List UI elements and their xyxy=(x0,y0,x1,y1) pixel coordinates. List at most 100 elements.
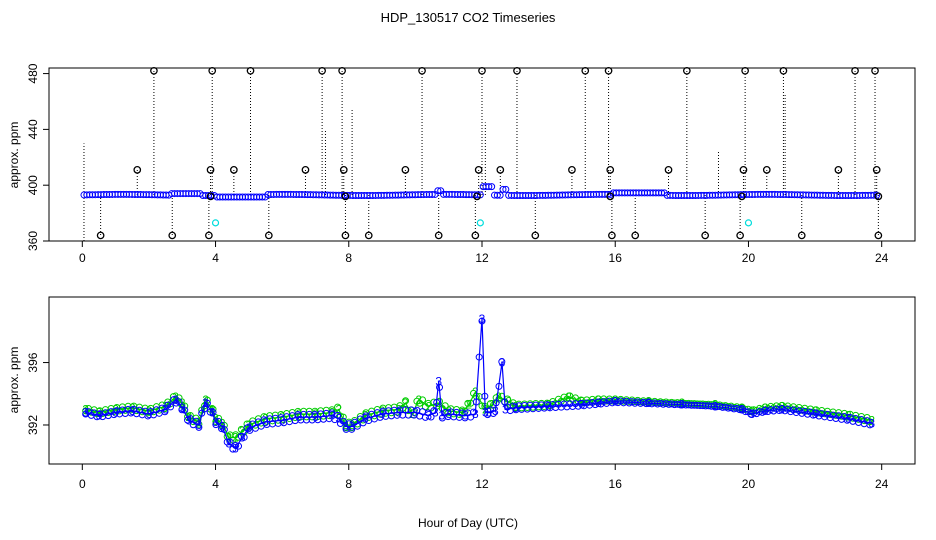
bottom-series-2-label: 2 xyxy=(565,390,572,404)
bottom-series-3-label: 3 xyxy=(595,396,602,410)
bottom-series-3-label: 3 xyxy=(196,418,203,432)
bottom-series-3-point xyxy=(433,399,441,407)
top-xtick-label: 20 xyxy=(742,251,756,265)
top-flagged-point xyxy=(206,192,215,201)
bottom-series-3-point xyxy=(478,317,486,325)
top-flagged-point xyxy=(797,231,806,240)
chart-title: HDP_130517 CO2 Timeseries xyxy=(381,10,556,25)
bottom-series-2-label: 2 xyxy=(868,413,875,427)
top-flagged-point xyxy=(205,231,213,240)
top-flagged-point xyxy=(96,231,105,240)
bottom-series-3-label: 3 xyxy=(812,407,819,421)
bottom-series-3-point xyxy=(226,438,234,446)
bottom-series-3-label: 3 xyxy=(679,398,686,412)
bottom-series-3-point xyxy=(472,398,480,406)
bottom-series-2-label: 2 xyxy=(489,398,496,412)
bottom-series-3-point xyxy=(167,403,175,411)
top-baseline-point xyxy=(502,185,510,193)
top-baseline-point xyxy=(258,193,266,201)
top-flagged-point xyxy=(418,66,426,75)
bottom-xtick-label: 20 xyxy=(742,477,756,491)
bottom-series-2-label: 2 xyxy=(495,390,502,404)
bottom-series-2-label: 2 xyxy=(295,407,302,421)
bottom-xtick-label: 16 xyxy=(609,477,623,491)
top-flagged-point xyxy=(604,66,613,75)
bottom-series-2-label: 2 xyxy=(465,398,472,412)
bottom-series-3-point xyxy=(339,417,347,425)
bottom-series-3-label: 3 xyxy=(645,396,652,410)
bottom-series-3-label: 3 xyxy=(762,404,769,418)
bottom-series-3-label: 3 xyxy=(112,405,119,419)
bottom-series-3-label: 3 xyxy=(512,401,519,415)
bottom-series-3-label: 3 xyxy=(395,405,402,419)
top-flagged-point xyxy=(606,165,615,174)
bottom-series-3-label: 3 xyxy=(219,420,226,434)
bottom-series-2-label: 2 xyxy=(226,430,233,444)
top-baseline-point xyxy=(873,191,881,199)
bottom-series-3-label: 3 xyxy=(232,441,239,455)
bottom-series-3-label: 3 xyxy=(492,404,499,418)
bottom-series-3-label: 3 xyxy=(425,409,432,423)
top-cyan-point xyxy=(744,219,753,227)
bottom-series-3-point xyxy=(192,417,200,425)
top-flagged-point xyxy=(230,165,238,174)
top-baseline-point xyxy=(496,191,504,199)
bottom-series-3-point xyxy=(203,399,211,407)
top-flagged-point xyxy=(739,165,748,174)
bottom-series-3-point xyxy=(741,408,749,416)
bottom-series-3-point xyxy=(186,415,194,423)
bottom-series-2-label: 2 xyxy=(712,398,719,412)
bottom-series-3-label: 3 xyxy=(579,398,586,412)
bottom-series-2-label: 2 xyxy=(395,402,402,416)
top-cyan-point xyxy=(476,219,484,227)
bottom-series-3-point xyxy=(481,392,489,400)
top-flagged-point xyxy=(736,231,744,240)
top-flagged-point xyxy=(631,231,640,240)
bottom-series-2-label: 2 xyxy=(312,407,319,421)
bottom-series-3-point xyxy=(359,419,367,427)
top-flagged-point xyxy=(513,66,521,75)
bottom-series-3-point xyxy=(353,422,361,430)
top-baseline-point xyxy=(870,191,878,199)
top-flagged-point xyxy=(133,165,142,174)
bottom-series-3-label: 3 xyxy=(479,312,486,326)
top-flagged-point xyxy=(874,231,883,240)
bottom-series-2-label: 2 xyxy=(445,404,452,418)
bottom-series-3-label: 3 xyxy=(186,413,193,427)
bottom-series-2-label: 2 xyxy=(219,416,226,430)
bottom-series-3-point xyxy=(181,406,189,414)
bottom-xtick-label: 8 xyxy=(345,477,352,491)
bottom-series-3-label: 3 xyxy=(445,407,452,421)
bottom-series-3-label: 3 xyxy=(279,413,286,427)
bottom-series-2-label: 2 xyxy=(202,393,209,407)
top-flagged-point xyxy=(473,192,481,201)
bottom-series-3-label: 3 xyxy=(209,405,216,419)
bottom-series-3-point xyxy=(436,383,444,391)
top-flagged-point xyxy=(737,192,746,201)
bottom-series-3-label: 3 xyxy=(868,416,875,430)
bottom-series-3-point xyxy=(866,421,874,429)
top-flagged-point xyxy=(401,165,410,174)
bottom-ytick-label: 392 xyxy=(26,415,40,435)
bottom-series-3-point xyxy=(201,405,209,413)
bottom-series-3-label: 3 xyxy=(335,412,342,426)
bottom-ytick-label: 396 xyxy=(26,352,40,372)
bottom-series-2-label: 2 xyxy=(329,405,336,419)
bottom-series-2-label: 2 xyxy=(212,412,219,426)
bottom-series-3-point xyxy=(495,382,503,390)
bottom-series-3-label: 3 xyxy=(349,420,356,434)
bottom-series-3-point xyxy=(218,425,226,433)
bottom-series-3-point xyxy=(206,408,214,416)
bottom-series-2-label: 2 xyxy=(409,407,416,421)
top-panel: 0 4 8 12 16 20 24 360 400 440 480 xyxy=(26,63,889,265)
top-baseline-point xyxy=(485,183,493,191)
top-flagged-point xyxy=(246,66,255,75)
bottom-xtick-label: 12 xyxy=(475,477,489,491)
bottom-series-3-label: 3 xyxy=(439,409,446,423)
bottom-series-2-point xyxy=(419,396,427,404)
top-flagged-point xyxy=(206,165,215,174)
bottom-series-2-label: 2 xyxy=(762,401,769,415)
bottom-series-2-label: 2 xyxy=(342,418,349,432)
